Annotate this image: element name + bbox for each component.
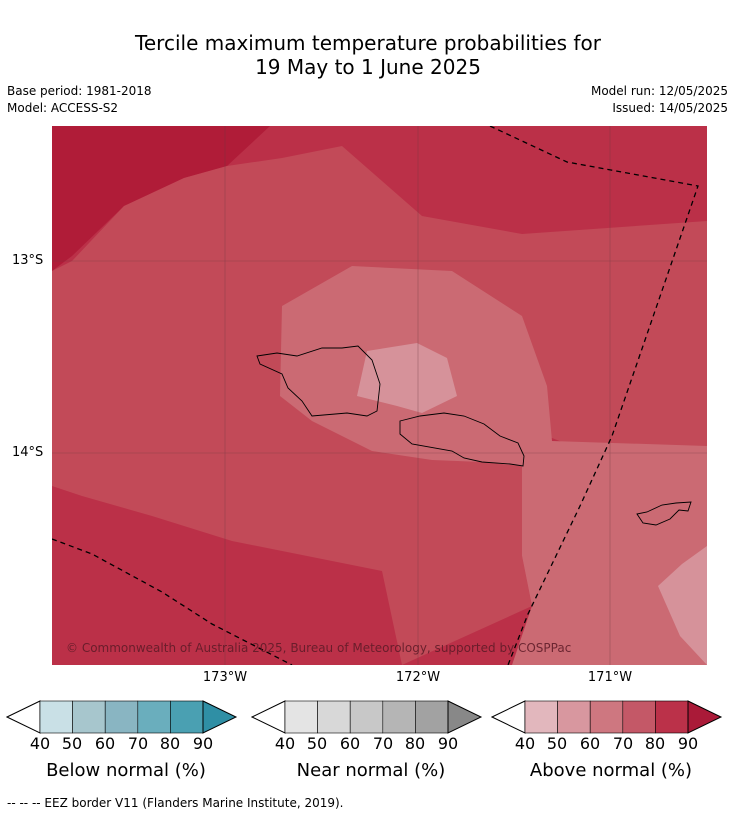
probability-map[interactable] bbox=[52, 126, 707, 665]
legend-above-normal: 40 50 60 70 80 90 Above normal (%) bbox=[491, 700, 731, 781]
colorbar-above-normal bbox=[491, 700, 723, 734]
model-run: Model run: 12/05/2025 bbox=[590, 84, 728, 98]
model-name: Model: ACCESS-S2 bbox=[7, 101, 119, 115]
region-above-50 bbox=[357, 343, 457, 413]
legend-title-above: Above normal (%) bbox=[529, 760, 693, 781]
colorbar-near-normal bbox=[251, 700, 483, 734]
tick-label: 40 bbox=[29, 734, 51, 753]
tick-label: 50 bbox=[306, 734, 328, 753]
tick-label: 80 bbox=[404, 734, 426, 753]
colorbar-cell bbox=[72, 700, 106, 734]
map-title: Tercile maximum temperature probabilitie… bbox=[0, 31, 736, 79]
base-period: Base period: 1981-2018 bbox=[7, 84, 152, 98]
colorbar-cell bbox=[415, 700, 449, 734]
tick-label: 60 bbox=[579, 734, 601, 753]
eez-border-southwest bbox=[52, 538, 293, 665]
title-line-1: Tercile maximum temperature probabilitie… bbox=[135, 31, 601, 55]
tick-label: 80 bbox=[159, 734, 181, 753]
colorbar-ticks: 40 50 60 70 80 90 bbox=[6, 734, 246, 754]
copyright-notice: © Commonwealth of Australia 2025, Bureau… bbox=[66, 641, 572, 655]
tick-label: 50 bbox=[546, 734, 568, 753]
tick-label: 60 bbox=[339, 734, 361, 753]
colorbar-cell bbox=[39, 700, 73, 734]
colorbar-max-arrow bbox=[447, 700, 483, 734]
tick-label: 80 bbox=[644, 734, 666, 753]
colorbar-cell bbox=[655, 700, 689, 734]
colorbar-max-arrow bbox=[202, 700, 238, 734]
legend-title-below: Below normal (%) bbox=[46, 760, 206, 781]
title-line-2: 19 May to 1 June 2025 bbox=[255, 55, 481, 79]
map-canvas bbox=[52, 126, 707, 665]
tick-label: 90 bbox=[677, 734, 699, 753]
tick-label: 90 bbox=[192, 734, 214, 753]
colorbar-cell bbox=[104, 700, 139, 734]
tick-label: 70 bbox=[127, 734, 149, 753]
colorbar-cell bbox=[170, 700, 204, 734]
lat-label-14s: 14°S bbox=[12, 445, 44, 460]
legend-near-normal: 40 50 60 70 80 90 Near normal (%) bbox=[251, 700, 491, 781]
colorbar-cell bbox=[382, 700, 416, 734]
tick-label: 40 bbox=[274, 734, 296, 753]
tick-label: 70 bbox=[372, 734, 394, 753]
lon-label-171w: 171°W bbox=[587, 670, 633, 685]
colorbar-cell bbox=[349, 700, 384, 734]
region-above-90 bbox=[52, 126, 270, 271]
tick-label: 50 bbox=[61, 734, 83, 753]
colorbar-cell bbox=[589, 700, 624, 734]
tick-label: 90 bbox=[437, 734, 459, 753]
colorbar-below-normal bbox=[6, 700, 238, 734]
colorbar-max-arrow bbox=[687, 700, 723, 734]
region-above-50-southeast bbox=[658, 546, 707, 665]
island-savaii-outline bbox=[399, 412, 525, 467]
island-tutuila-outline bbox=[636, 501, 692, 526]
issued-date: Issued: 14/05/2025 bbox=[612, 101, 728, 115]
tick-label: 60 bbox=[94, 734, 116, 753]
colorbar-cell bbox=[317, 700, 351, 734]
lon-label-173w: 173°W bbox=[202, 670, 248, 685]
island-upolu-outline bbox=[256, 345, 381, 417]
colorbar-cell bbox=[137, 700, 171, 734]
tick-label: 40 bbox=[514, 734, 536, 753]
graticule bbox=[52, 126, 707, 665]
colorbar-cell bbox=[284, 700, 318, 734]
lat-label-13s: 13°S bbox=[12, 253, 44, 268]
legend-below-normal: 40 50 60 70 80 90 Below normal (%) bbox=[6, 700, 246, 781]
lon-label-172w: 172°W bbox=[395, 670, 441, 685]
colorbar-ticks: 40 50 60 70 80 90 bbox=[491, 734, 731, 754]
colorbar-cell bbox=[557, 700, 591, 734]
meta-right: Model run: 12/05/2025 Issued: 14/05/2025 bbox=[591, 83, 728, 117]
eez-border-north bbox=[489, 126, 699, 665]
eez-footnote: -- -- -- EEZ border V11 (Flanders Marine… bbox=[7, 796, 344, 810]
colorbar-cell bbox=[622, 700, 656, 734]
legend-title-near: Near normal (%) bbox=[296, 760, 446, 781]
colorbar-ticks: 40 50 60 70 80 90 bbox=[251, 734, 491, 754]
tick-label: 70 bbox=[612, 734, 634, 753]
colorbar-cell bbox=[524, 700, 558, 734]
meta-left: Base period: 1981-2018 Model: ACCESS-S2 bbox=[7, 83, 152, 117]
